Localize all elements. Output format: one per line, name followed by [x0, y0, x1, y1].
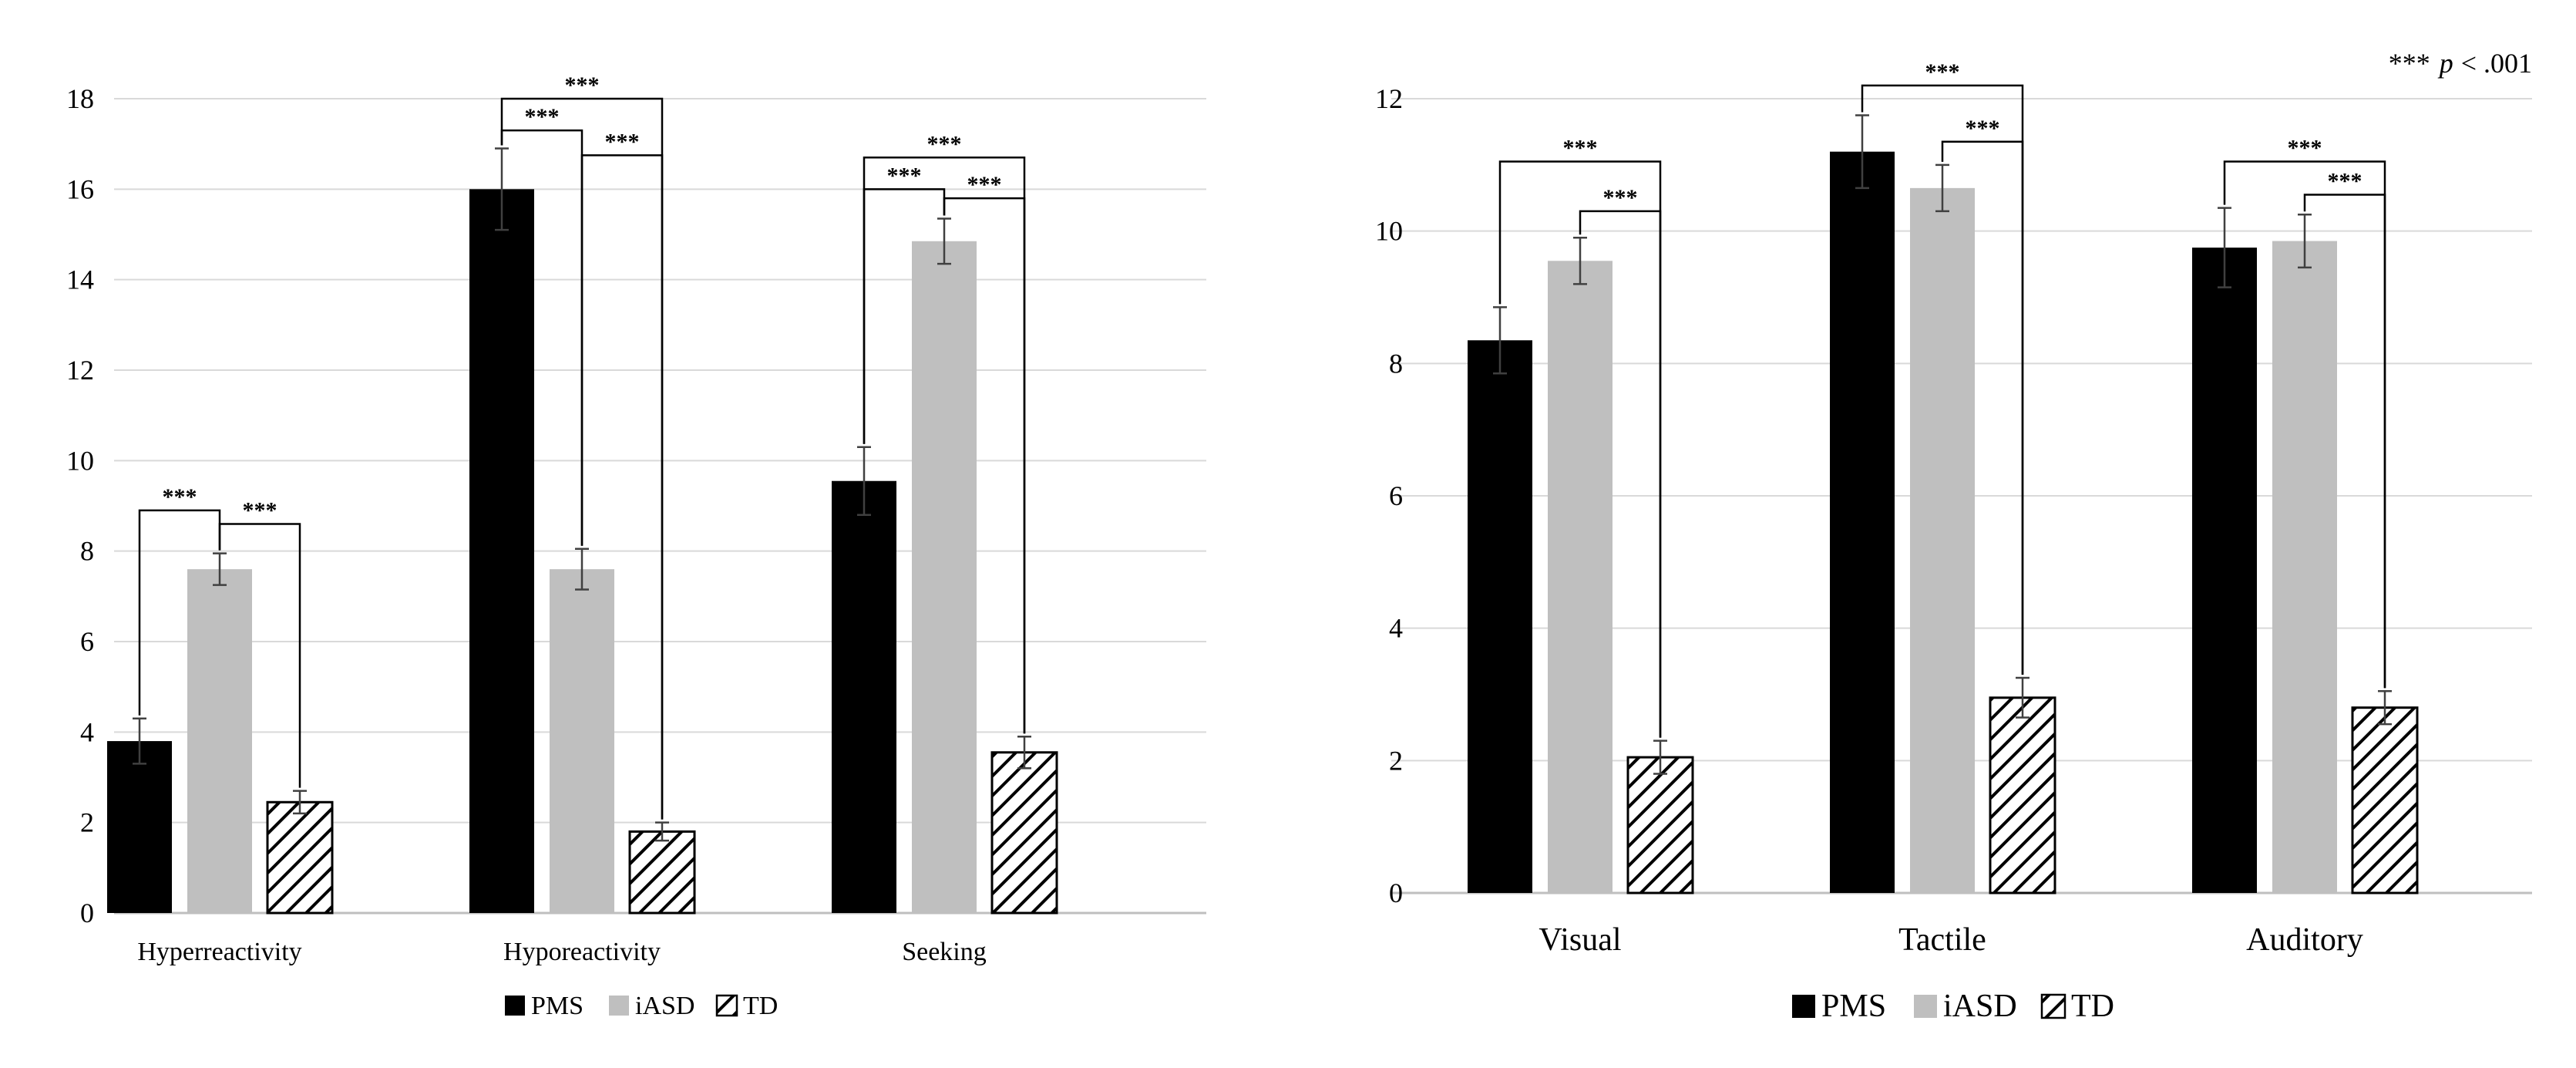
left-bar-iasd-2 [912, 241, 977, 913]
left-y-tick-label: 18 [66, 83, 94, 114]
left-significance-label: *** [605, 129, 640, 154]
right-legend-label-iasd: iASD [1943, 989, 2017, 1024]
right-significance-bracket [2303, 194, 2386, 689]
left-legend-swatch-pms [505, 996, 525, 1016]
left-significance-label: *** [927, 131, 962, 157]
right-legend-swatch-iasd [1914, 995, 1937, 1018]
left-significance-label: *** [967, 172, 1002, 197]
significance-note-stars: *** [2389, 48, 2430, 79]
left-legend-swatch-iasd [609, 996, 629, 1016]
right-y-tick-label: 12 [1375, 83, 1403, 114]
right-legend-swatch-pms [1792, 995, 1815, 1018]
right-bar-pms-2 [2192, 248, 2257, 893]
left-bar-iasd-0 [187, 569, 252, 913]
significance-note-rest: < .001 [2461, 48, 2532, 79]
right-legend-swatch-td [2040, 993, 2067, 1019]
right-bar-td-0 [1626, 756, 1694, 894]
left-bar-pms-0 [107, 741, 172, 913]
left-y-tick-label: 10 [66, 445, 94, 476]
right-significance-label: *** [1603, 185, 1638, 211]
right-significance-label: *** [1563, 136, 1598, 161]
right-bar-iasd-2 [2272, 241, 2337, 894]
right-significance-bracket [1941, 140, 2024, 676]
right-bar-iasd-1 [1910, 187, 1975, 893]
left-significance-label: *** [243, 497, 277, 523]
right-significance-label: *** [2288, 136, 2322, 161]
right-bar-pms-1 [1830, 151, 1895, 893]
left-legend-label-iasd: iASD [635, 992, 694, 1020]
right-y-tick-label: 6 [1389, 480, 1403, 511]
significance-note-p: p [2437, 48, 2453, 79]
left-bar-iasd-1 [550, 569, 614, 913]
right-y-tick-label: 2 [1389, 745, 1403, 776]
left-bar-td-1 [628, 830, 696, 915]
right-significance-bracket [1579, 210, 1662, 738]
left-category-label-1: Hyporeactivity [503, 938, 661, 966]
left-significance-bracket [218, 523, 301, 788]
left-legend-label-td: TD [743, 992, 778, 1020]
left-y-tick-label: 4 [80, 716, 94, 747]
left-bar-td-0 [266, 800, 334, 915]
left-bar-td-2 [990, 751, 1058, 915]
right-bar-iasd-0 [1548, 261, 1613, 894]
left-significance-label: *** [163, 484, 197, 510]
right-significance-label: *** [1966, 116, 2000, 141]
left-significance-label: *** [887, 163, 922, 188]
right-category-label-1: Tactile [1898, 922, 1986, 958]
left-significance-label: *** [565, 72, 600, 98]
left-category-label-0: Hyperreactivity [137, 938, 301, 966]
left-significance-bracket [580, 154, 664, 820]
right-significance-label: *** [1925, 59, 1960, 85]
right-legend-label-td: TD [2071, 989, 2114, 1024]
right-legend-label-pms: PMS [1821, 989, 1886, 1024]
right-y-tick-label: 4 [1389, 613, 1403, 644]
left-legend-swatch-td [715, 994, 738, 1017]
right-category-label-2: Auditory [2246, 922, 2363, 958]
left-y-tick-label: 8 [80, 536, 94, 567]
left-bar-pms-2 [832, 480, 896, 913]
significance-note: *** p < .001 [2389, 48, 2532, 79]
left-y-tick-label: 6 [80, 626, 94, 657]
left-y-tick-label: 2 [80, 807, 94, 838]
right-y-tick-label: 8 [1389, 348, 1403, 379]
left-category-label-2: Seeking [902, 938, 987, 966]
right-y-tick-label: 0 [1389, 878, 1403, 908]
right-significance-label: *** [2328, 168, 2362, 194]
left-significance-bracket [943, 197, 1026, 734]
right-bar-pms-0 [1468, 340, 1532, 894]
left-chart-sensory-patterns: 0 2 4 6 8 10 12 14 16 18 Hyperreactivity Hyporeacti… [66, 72, 1206, 1020]
left-y-tick-label: 0 [80, 898, 94, 928]
right-bar-td-2 [2351, 706, 2419, 894]
left-legend-label-pms: PMS [531, 992, 583, 1020]
left-y-tick-label: 12 [66, 355, 94, 386]
right-y-tick-label: 10 [1375, 216, 1403, 247]
right-category-label-0: Visual [1539, 922, 1621, 958]
left-significance-label: *** [525, 104, 560, 130]
left-bar-pms-1 [469, 189, 534, 914]
left-y-tick-label: 14 [66, 264, 94, 295]
left-y-tick-label: 16 [66, 174, 94, 204]
right-bar-td-1 [1989, 696, 2056, 894]
